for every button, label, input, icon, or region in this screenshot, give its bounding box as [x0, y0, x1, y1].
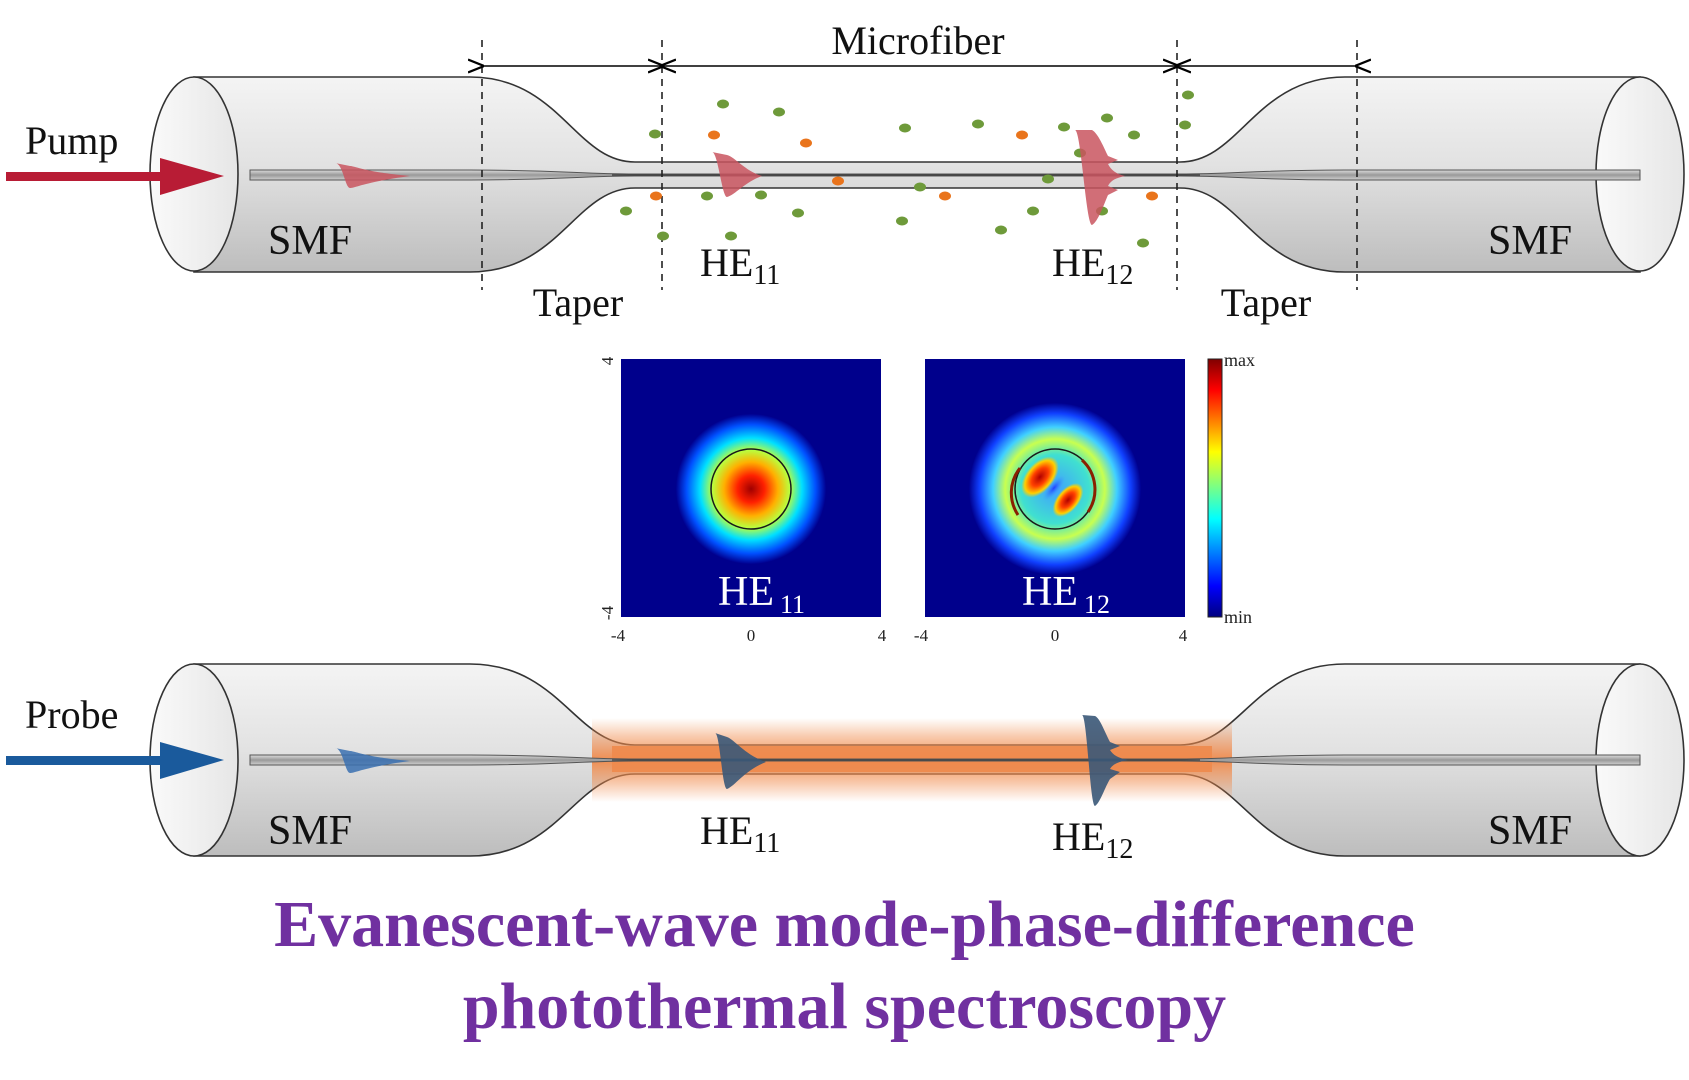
title-line-1: Evanescent-wave mode-phase-difference [274, 888, 1415, 961]
orange-particle [832, 176, 844, 186]
green-particle [701, 191, 713, 201]
map-he11-label: HE 11 [718, 569, 805, 619]
tick-x-max-left: 4 [878, 626, 887, 645]
tick-y-max: 4 [598, 356, 617, 365]
probe-label: Probe [25, 692, 118, 737]
map-he12-label: HE 12 [1022, 569, 1110, 619]
he12-mode-map: HE 12 [925, 359, 1185, 619]
he11-mode-map: HE 11 [621, 359, 881, 619]
tick-x-mid-left: 0 [747, 626, 756, 645]
tick-x-min-right: -4 [914, 626, 929, 645]
green-particle [649, 129, 661, 139]
top-right-smf-label: SMF [1488, 218, 1572, 264]
bottom-pulse-he12 [1082, 715, 1128, 806]
green-particle [1042, 174, 1054, 184]
bottom-left-smf-label: SMF [268, 808, 352, 854]
bottom-he12-label: HE12 [1052, 814, 1133, 865]
pump-arrow [6, 158, 224, 195]
colorbar-max-label: max [1224, 350, 1255, 370]
top-pulse-he12 [1075, 130, 1125, 225]
green-particle [972, 119, 984, 129]
top-pulse-input [335, 163, 410, 188]
tick-x-mid-right: 0 [1051, 626, 1060, 645]
green-particle [1027, 206, 1039, 216]
bottom-pulse-he11 [715, 733, 766, 789]
green-particle [773, 107, 785, 117]
taper-right-label: Taper [1221, 280, 1311, 325]
green-particle [657, 231, 669, 241]
green-particle [725, 231, 737, 241]
colorbar: max min [1207, 350, 1255, 627]
green-particle [1101, 113, 1113, 123]
green-particle [792, 208, 804, 218]
top-he11-label: HE11 [700, 240, 780, 291]
green-particle [899, 123, 911, 133]
colorbar-min-label: min [1224, 607, 1252, 627]
orange-particle [1146, 191, 1158, 201]
orange-particle [650, 191, 662, 201]
probe-arrow [6, 742, 224, 779]
green-particle [1179, 120, 1191, 130]
tick-x-min-left: -4 [611, 626, 626, 645]
orange-particle [939, 191, 951, 201]
tick-x-max-right: 4 [1179, 626, 1188, 645]
pump-label: Pump [25, 118, 118, 163]
green-particle [1137, 238, 1149, 248]
top-left-smf-label: SMF [268, 218, 352, 264]
green-particle [995, 225, 1007, 235]
tick-y-min: -4 [598, 605, 617, 620]
region-separators [481, 40, 1358, 290]
green-particle [914, 182, 926, 192]
bottom-pulse-input [335, 748, 410, 773]
green-particle [896, 216, 908, 226]
green-particle [717, 99, 729, 109]
taper-left-label: Taper [533, 280, 623, 325]
bottom-fiber [149, 663, 1685, 857]
analyte-particles [620, 90, 1194, 248]
mode-map-axes: -4 0 4 -4 0 4 4 -4 [598, 356, 1188, 645]
green-particle [1182, 90, 1194, 100]
title-line-2: photothermal spectroscopy [462, 970, 1227, 1043]
orange-particle [708, 130, 720, 140]
bottom-he11-label: HE11 [700, 808, 780, 859]
green-particle [1058, 122, 1070, 132]
top-pulse-he11 [712, 152, 762, 197]
top-fiber [149, 76, 1685, 273]
green-particle [755, 190, 767, 200]
top-he12-label: HE12 [1052, 240, 1133, 291]
bottom-right-smf-label: SMF [1488, 808, 1572, 854]
green-particle [1128, 130, 1140, 140]
orange-particle [1016, 130, 1028, 140]
green-particle [620, 206, 632, 216]
microfiber-label: Microfiber [831, 18, 1004, 63]
orange-particle [800, 138, 812, 148]
